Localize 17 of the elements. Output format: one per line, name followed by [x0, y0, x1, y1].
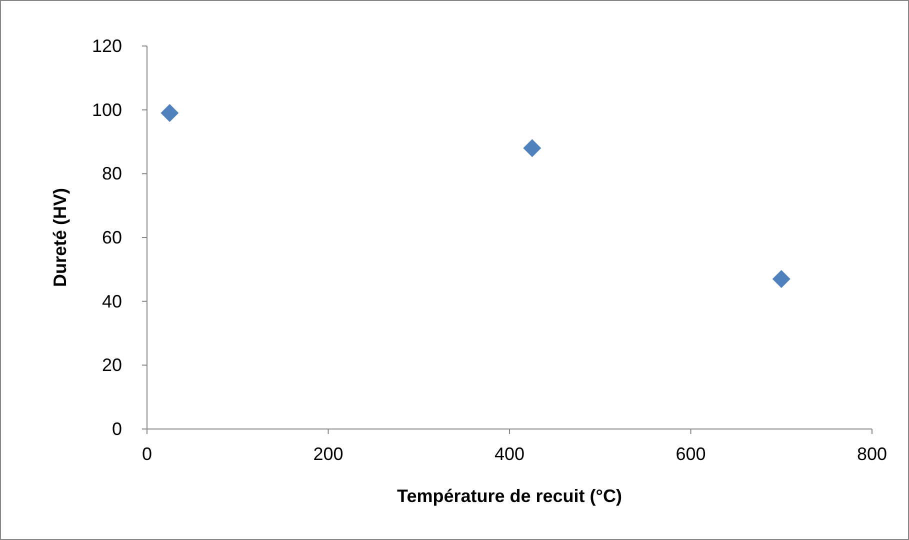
y-axis-title: Dureté (HV) — [50, 188, 70, 288]
y-tick-label: 0 — [112, 419, 122, 439]
point — [160, 104, 179, 122]
x-tick-label: 600 — [676, 444, 706, 464]
y-tick-label: 80 — [102, 164, 122, 184]
y-tick-label: 40 — [102, 291, 122, 312]
x-tick-label: 0 — [142, 444, 152, 464]
y-tick-label: 100 — [92, 100, 122, 120]
point — [523, 139, 542, 158]
x-axis-title: Température de recuit (°C) — [397, 486, 622, 506]
point — [772, 270, 790, 288]
y-tick-label: 20 — [102, 355, 122, 376]
x-tick-label: 200 — [313, 444, 344, 464]
x-tick-label: 800 — [856, 444, 888, 464]
y-tick-label: 120 — [92, 36, 122, 56]
y-tick-label: 60 — [102, 228, 122, 248]
x-tick-label: 400 — [494, 444, 525, 464]
